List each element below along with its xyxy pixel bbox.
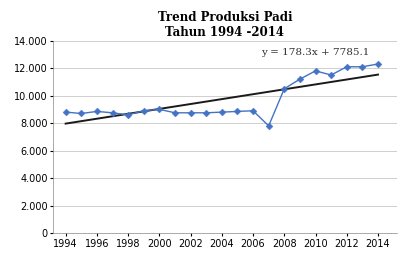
Text: y = 178.3x + 7785.1: y = 178.3x + 7785.1 [261,47,370,57]
Title: Trend Produksi Padi
Tahun 1994 -2014: Trend Produksi Padi Tahun 1994 -2014 [157,11,292,40]
